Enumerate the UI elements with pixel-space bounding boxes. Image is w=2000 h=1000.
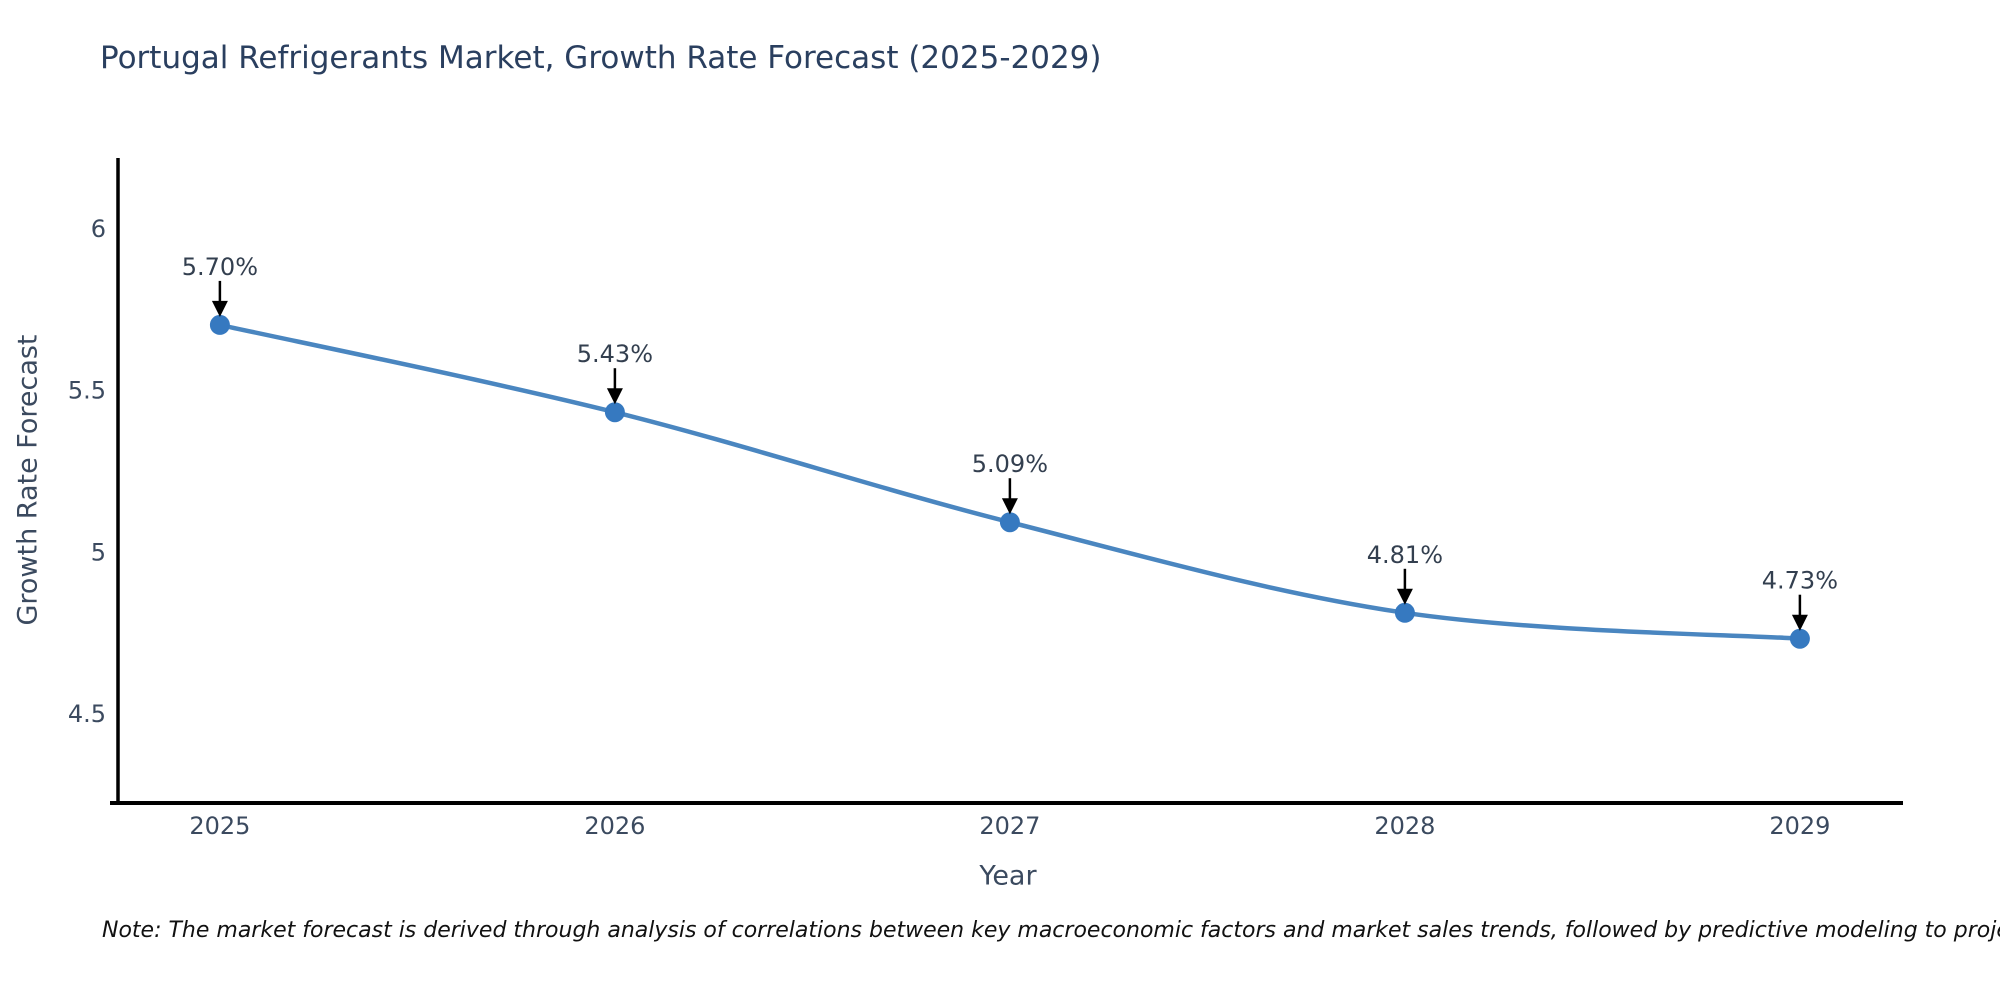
annotation-arrowhead [1396,588,1413,605]
data-point-label: 5.70% [182,253,258,281]
y-tick-label: 5 [91,538,106,566]
data-point-label: 5.09% [972,450,1048,478]
y-tick-label: 4.5 [68,700,106,728]
x-tick-label: 2025 [189,812,250,840]
data-point-label: 4.81% [1367,541,1443,569]
annotation-arrowhead [211,300,228,317]
y-tick-label: 6 [91,215,106,243]
x-tick-label: 2026 [584,812,645,840]
x-tick-label: 2027 [979,812,1040,840]
x-tick-label: 2028 [1374,812,1435,840]
data-point-marker [604,402,625,423]
annotation-arrowhead [606,388,623,405]
footnote: Note: The market forecast is derived thr… [102,918,2000,943]
x-axis-title: Year [979,860,1037,892]
annotation-arrowhead [1001,498,1018,515]
data-point-marker [209,314,230,335]
chart-title: Portugal Refrigerants Market, Growth Rat… [100,40,1102,76]
annotation-arrowhead [1791,614,1808,631]
data-point-label: 5.43% [577,340,653,368]
data-point-marker [1394,602,1415,623]
y-tick-label: 5.5 [68,377,106,405]
data-point-marker [999,512,1020,533]
data-point-marker [1789,628,1810,649]
data-point-label: 4.73% [1762,567,1838,595]
x-tick-label: 2029 [1769,812,1830,840]
